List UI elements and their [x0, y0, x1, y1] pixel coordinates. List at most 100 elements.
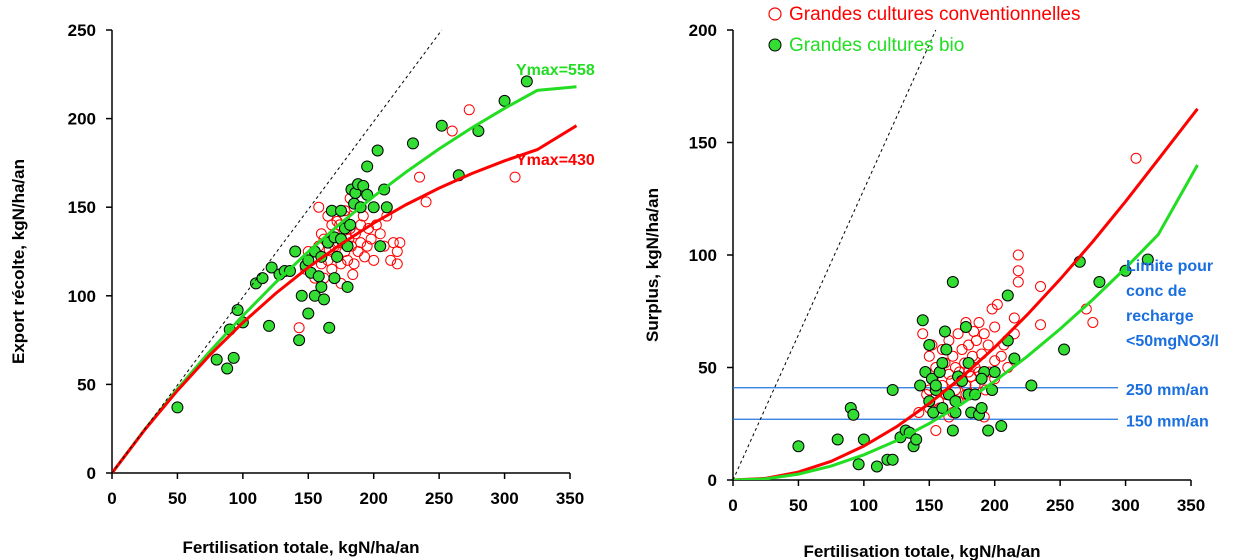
- organic-point: [1001, 289, 1014, 302]
- organic-point: [929, 379, 942, 392]
- organic-point: [831, 433, 844, 446]
- conventional-point: [1087, 317, 1099, 328]
- organic-point: [916, 314, 929, 327]
- legend-marker-conventional: [768, 7, 782, 21]
- conventional-point: [348, 258, 360, 270]
- x-tick-label: 200: [981, 496, 1009, 515]
- fit-curve: [112, 124, 578, 473]
- x-tick-label: 50: [789, 496, 808, 515]
- conventional-point: [446, 125, 458, 137]
- conventional-point: [1012, 249, 1024, 261]
- organic-point: [938, 325, 951, 338]
- organic-point: [312, 270, 325, 283]
- x-tick-label: 300: [490, 489, 518, 508]
- conventional-point: [420, 196, 432, 208]
- conventional-point: [978, 328, 990, 340]
- conventional-point: [930, 425, 942, 436]
- organic-point: [847, 408, 860, 421]
- organic-point: [1119, 264, 1132, 277]
- limit-line-label: 250 mm/an: [1126, 382, 1209, 399]
- conventional-point: [293, 322, 305, 334]
- conventional-point: [347, 269, 359, 281]
- organic-point: [227, 351, 240, 364]
- organic-point: [959, 321, 972, 333]
- organic-point: [335, 204, 347, 217]
- organic-point: [341, 280, 354, 293]
- fit-curve: [733, 107, 1199, 480]
- organic-point: [367, 201, 380, 214]
- organic-point: [302, 307, 315, 320]
- limit-note-line: Limite pour: [1126, 258, 1213, 275]
- conventional-point: [349, 228, 361, 240]
- organic-point: [982, 424, 995, 437]
- organic-point: [331, 250, 344, 263]
- conventional-point: [391, 258, 403, 270]
- conventional-point: [1012, 265, 1024, 277]
- y-tick-label: 200: [68, 110, 96, 129]
- conventional-point: [995, 350, 1007, 362]
- organic-point: [520, 75, 533, 88]
- organic-point: [498, 94, 511, 107]
- conventional-point: [913, 407, 925, 418]
- conventional-point: [394, 237, 406, 249]
- legend-label: Grandes cultures conventionnelles: [789, 4, 1081, 25]
- y-tick-label: 250: [68, 21, 96, 40]
- x-tick-label: 50: [168, 489, 187, 508]
- organic-point: [886, 384, 899, 396]
- organic-point: [323, 321, 336, 334]
- x-axis-label: Fertilisation totale, kgN/ha/an: [182, 538, 419, 557]
- y-axis-label: Export récolte, kgN/ha/an: [9, 159, 28, 364]
- curve-annotation: Ymax=430: [516, 152, 595, 169]
- organic-point: [361, 160, 374, 173]
- curve-annotation: Ymax=558: [516, 62, 595, 79]
- organic-point: [263, 319, 276, 332]
- x-tick-label: 250: [425, 489, 453, 508]
- organic-point: [1058, 343, 1071, 356]
- organic-point: [374, 240, 387, 253]
- organic-point: [792, 440, 805, 453]
- organic-point: [936, 402, 949, 414]
- limit-note-line: conc de: [1126, 283, 1187, 300]
- x-tick-label: 200: [360, 489, 388, 508]
- conventional-point: [923, 350, 935, 362]
- organic-point: [380, 201, 393, 214]
- conventional-point: [991, 299, 1003, 310]
- conventional-point: [355, 237, 367, 249]
- organic-point: [315, 280, 328, 293]
- x-tick-label: 100: [850, 496, 878, 515]
- organic-point: [435, 119, 448, 132]
- conventional-point: [1035, 281, 1047, 292]
- organic-point: [923, 339, 936, 351]
- organic-point: [295, 289, 308, 302]
- conventional-point: [1012, 276, 1024, 288]
- conventional-point: [917, 328, 929, 340]
- x-tick-label: 0: [728, 496, 737, 515]
- organic-point: [317, 293, 330, 306]
- organic-point: [231, 303, 244, 316]
- conventional-point: [973, 317, 985, 328]
- organic-point: [870, 460, 883, 473]
- organic-point: [221, 362, 234, 375]
- conventional-point: [342, 254, 354, 266]
- y-tick-label: 50: [77, 375, 96, 394]
- organic-point: [946, 276, 959, 288]
- organic-point: [328, 272, 341, 285]
- conventional-point: [385, 254, 397, 266]
- fit-curve: [733, 164, 1199, 480]
- conventional-point: [989, 321, 1001, 333]
- y-tick-label: 50: [698, 359, 717, 378]
- organic-point: [962, 357, 975, 369]
- organic-point: [995, 420, 1008, 432]
- conventional-point: [387, 237, 399, 249]
- organic-point: [886, 453, 899, 466]
- x-tick-label: 0: [107, 489, 116, 508]
- organic-point: [1025, 379, 1038, 392]
- y-tick-label: 100: [689, 246, 717, 265]
- one-to-one-line: [733, 29, 937, 480]
- conventional-point: [374, 228, 386, 240]
- conventional-point: [1035, 319, 1047, 331]
- x-tick-label: 150: [294, 489, 322, 508]
- conventional-point: [970, 335, 982, 346]
- organic-point: [406, 137, 419, 150]
